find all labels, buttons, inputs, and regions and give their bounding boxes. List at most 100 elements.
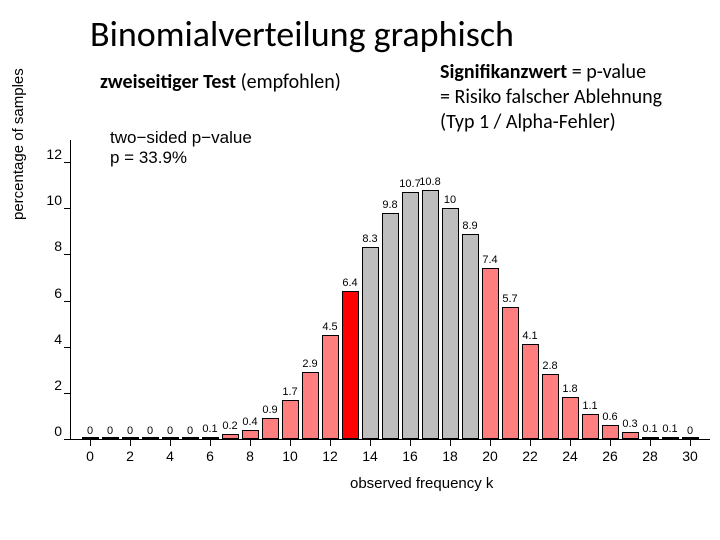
bar-value-label: 0 [187, 425, 193, 437]
bar-value-label: 1.7 [282, 386, 297, 398]
x-tick [570, 440, 571, 446]
bar-value-label: 10.8 [419, 176, 440, 188]
x-tick [490, 440, 491, 446]
y-tick [64, 439, 70, 440]
bar-k20 [482, 268, 499, 439]
bar-k27 [622, 432, 639, 439]
x-tick-label: 8 [246, 448, 254, 464]
y-tick [64, 162, 70, 163]
y-tick [64, 347, 70, 348]
x-tick-label: 22 [522, 448, 538, 464]
x-tick-label: 30 [682, 448, 698, 464]
bar-value-label: 0 [127, 425, 133, 437]
bar-value-label: 2.9 [302, 358, 317, 370]
bar-value-label: 0.3 [622, 418, 637, 430]
x-tick [170, 440, 171, 446]
x-tick [650, 440, 651, 446]
bar-value-label: 9.8 [382, 199, 397, 211]
bar-k11 [302, 372, 319, 439]
bar-k15 [382, 213, 399, 439]
bar-value-label: 2.8 [542, 360, 557, 372]
bar-k23 [542, 374, 559, 439]
bar-value-label: 5.7 [502, 293, 517, 305]
bar-k18 [442, 208, 459, 439]
bar-value-label: 0 [107, 425, 113, 437]
bar-value-label: 0.1 [202, 423, 217, 435]
bar-k4 [162, 437, 179, 439]
bar-value-label: 10 [444, 194, 456, 206]
bar-value-label: 1.8 [562, 383, 577, 395]
x-tick-label: 16 [402, 448, 418, 464]
bar-value-label: 7.4 [482, 254, 497, 266]
y-tick-label: 2 [38, 377, 62, 393]
x-tick-label: 12 [322, 448, 338, 464]
bar-value-label: 0.1 [642, 423, 657, 435]
bar-value-label: 1.1 [582, 400, 597, 412]
bar-value-label: 8.9 [462, 220, 477, 232]
bar-k21 [502, 307, 519, 439]
bar-value-label: 0 [147, 425, 153, 437]
x-tick [250, 440, 251, 446]
y-axis-label: percentage of samples [10, 68, 27, 220]
y-tick-label: 12 [38, 146, 62, 162]
bar-k16 [402, 192, 419, 439]
pvalue-annotation: two−sided p−valuep = 33.9% [110, 128, 252, 169]
x-tick-label: 14 [362, 448, 378, 464]
x-tick-label: 2 [126, 448, 134, 464]
bar-k1 [102, 437, 119, 439]
bar-value-label: 8.3 [362, 233, 377, 245]
y-tick [64, 393, 70, 394]
bar-k14 [362, 247, 379, 439]
x-tick-label: 28 [642, 448, 658, 464]
y-tick-label: 0 [38, 423, 62, 439]
y-tick-label: 10 [38, 192, 62, 208]
bar-k8 [242, 430, 259, 439]
x-axis-line [70, 439, 710, 440]
x-tick [450, 440, 451, 446]
bar-value-label: 0.4 [242, 416, 257, 428]
y-tick-label: 4 [38, 331, 62, 347]
bar-k9 [262, 418, 279, 439]
chart-container: percentage of samples observed frequency… [0, 100, 720, 500]
x-tick [90, 440, 91, 446]
x-tick-label: 4 [166, 448, 174, 464]
slide-root: Binomialverteilung graphisch zweiseitige… [0, 0, 720, 540]
bar-value-label: 0.9 [262, 404, 277, 416]
bar-value-label: 0.1 [662, 423, 677, 435]
x-tick-label: 0 [86, 448, 94, 464]
x-tick-label: 20 [482, 448, 498, 464]
bar-k2 [122, 437, 139, 439]
y-tick [64, 254, 70, 255]
y-tick [64, 208, 70, 209]
x-axis-label: observed frequency k [350, 475, 493, 492]
bar-k10 [282, 400, 299, 439]
y-tick-label: 6 [38, 285, 62, 301]
bar-value-label: 4.5 [322, 321, 337, 333]
x-tick-label: 6 [206, 448, 214, 464]
bar-value-label: 0 [87, 425, 93, 437]
x-tick [610, 440, 611, 446]
bar-k24 [562, 397, 579, 439]
x-tick [410, 440, 411, 446]
bar-k6 [202, 437, 219, 439]
x-tick [210, 440, 211, 446]
x-tick-label: 26 [602, 448, 618, 464]
bar-value-label: 6.4 [342, 277, 357, 289]
bar-k3 [142, 437, 159, 439]
x-tick [290, 440, 291, 446]
x-tick-label: 10 [282, 448, 298, 464]
x-tick [130, 440, 131, 446]
bar-k12 [322, 335, 339, 439]
bar-k7 [222, 434, 239, 439]
bar-k25 [582, 414, 599, 439]
bar-value-label: 0 [167, 425, 173, 437]
bar-value-label: 10.7 [399, 178, 420, 190]
x-tick [330, 440, 331, 446]
bar-k19 [462, 234, 479, 439]
bar-k29 [662, 437, 679, 439]
bar-value-label: 0.6 [602, 411, 617, 423]
y-axis-line [70, 140, 71, 440]
bar-k30 [682, 437, 699, 439]
bar-k13 [342, 291, 359, 439]
bar-value-label: 0 [687, 425, 693, 437]
